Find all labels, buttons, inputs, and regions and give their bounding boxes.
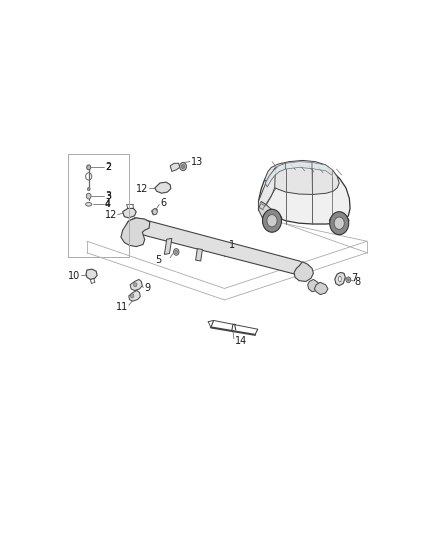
Polygon shape — [286, 161, 312, 169]
Polygon shape — [265, 160, 339, 195]
Text: 5: 5 — [155, 255, 162, 265]
Polygon shape — [155, 182, 171, 193]
Text: 9: 9 — [145, 283, 151, 293]
Text: 14: 14 — [235, 336, 247, 346]
Circle shape — [180, 163, 187, 171]
Polygon shape — [170, 163, 180, 172]
Polygon shape — [258, 161, 350, 224]
Polygon shape — [124, 218, 311, 277]
Polygon shape — [307, 279, 320, 292]
Circle shape — [346, 277, 351, 282]
Circle shape — [347, 279, 350, 281]
Polygon shape — [335, 272, 345, 286]
Polygon shape — [123, 208, 136, 218]
Polygon shape — [258, 167, 276, 211]
Polygon shape — [312, 163, 332, 175]
Circle shape — [173, 248, 179, 255]
Polygon shape — [152, 208, 157, 215]
Text: 4: 4 — [105, 199, 111, 209]
Ellipse shape — [339, 276, 341, 282]
Ellipse shape — [86, 203, 92, 206]
Text: 2: 2 — [105, 163, 111, 172]
Polygon shape — [294, 262, 314, 281]
Circle shape — [330, 212, 349, 235]
Text: 2: 2 — [105, 163, 111, 172]
Circle shape — [86, 193, 91, 199]
Circle shape — [87, 188, 90, 191]
Polygon shape — [164, 238, 172, 254]
Text: 3: 3 — [105, 191, 111, 201]
Polygon shape — [196, 248, 202, 261]
Text: 12: 12 — [136, 184, 148, 193]
Circle shape — [87, 165, 91, 170]
Text: 3: 3 — [105, 191, 111, 200]
Circle shape — [152, 209, 157, 215]
Circle shape — [262, 209, 282, 232]
Circle shape — [267, 215, 277, 227]
Text: 1: 1 — [229, 240, 235, 251]
Polygon shape — [129, 290, 140, 301]
Polygon shape — [121, 218, 150, 247]
Polygon shape — [86, 269, 97, 279]
Circle shape — [181, 165, 185, 168]
Circle shape — [134, 282, 137, 287]
Circle shape — [175, 251, 178, 254]
Text: 4: 4 — [105, 200, 111, 209]
Text: 12: 12 — [105, 211, 117, 221]
Polygon shape — [130, 279, 142, 290]
Text: 8: 8 — [355, 277, 361, 287]
Text: 7: 7 — [351, 273, 357, 283]
Text: 6: 6 — [160, 198, 166, 208]
Text: 10: 10 — [68, 271, 81, 281]
Polygon shape — [258, 201, 276, 219]
Text: 11: 11 — [116, 302, 128, 312]
Text: 13: 13 — [191, 157, 203, 167]
Polygon shape — [265, 163, 286, 187]
Circle shape — [334, 217, 344, 229]
Polygon shape — [314, 282, 328, 295]
Circle shape — [131, 294, 134, 298]
